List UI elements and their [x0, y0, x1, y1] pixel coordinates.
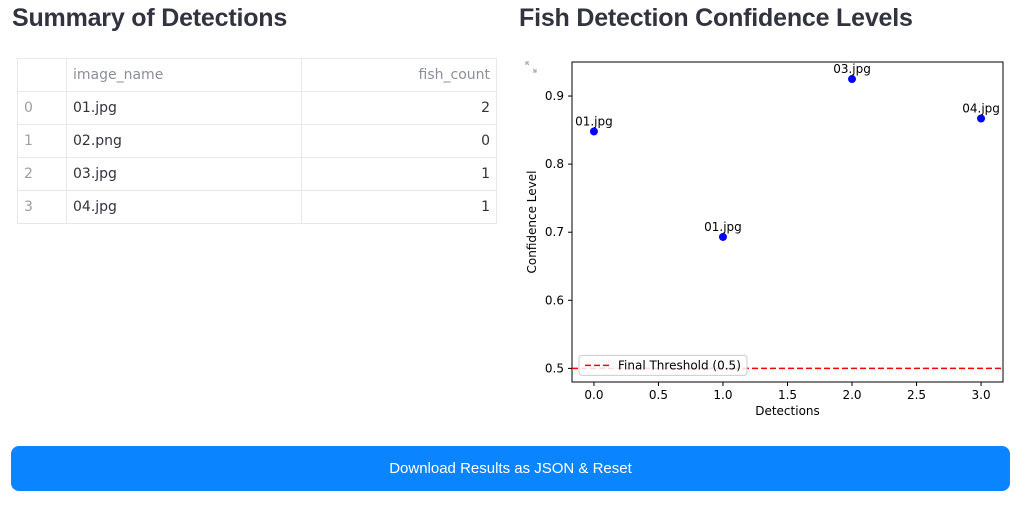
expand-icon[interactable]: [525, 61, 537, 73]
download-reset-button[interactable]: Download Results as JSON & Reset: [11, 446, 1010, 491]
cell-image-name: 03.jpg: [66, 157, 302, 191]
cell-image-name: 02.png: [66, 124, 302, 158]
cell-image-name: 04.jpg: [66, 190, 302, 224]
summary-heading: Summary of Detections: [12, 4, 288, 32]
table-row[interactable]: 1 02.png 0: [17, 124, 497, 158]
x-tick-label: 2.0: [842, 388, 861, 402]
y-tick-label: 0.6: [545, 293, 564, 307]
column-header-index[interactable]: [17, 58, 67, 92]
detections-table: image_name fish_count 0 01.jpg 2 1 02.pn…: [17, 58, 497, 224]
point-label: 01.jpg: [575, 114, 613, 128]
x-tick-label: 1.5: [778, 388, 797, 402]
table-row[interactable]: 2 03.jpg 1: [17, 157, 497, 191]
data-point: [848, 75, 857, 84]
expand-icon-svg: [525, 61, 537, 73]
data-point: [589, 127, 598, 136]
cell-fish-count: 2: [301, 91, 497, 125]
cell-image-name: 01.jpg: [66, 91, 302, 125]
axes-frame: [571, 61, 1004, 383]
table-header-row: image_name fish_count: [17, 58, 497, 92]
column-header-fish-count[interactable]: fish_count: [301, 58, 497, 92]
table-row[interactable]: 0 01.jpg 2: [17, 91, 497, 125]
point-label: 01.jpg: [704, 220, 742, 234]
y-axis-label: Confidence Level: [525, 171, 539, 274]
cell-fish-count: 1: [301, 157, 497, 191]
legend-box: [578, 354, 748, 376]
cell-fish-count: 0: [301, 124, 497, 158]
confidence-scatter-chart: 0.0 0.5 1.0 1.5 2.0 2.5 3.0 0.5 0.6 0.7 0.8 0.9 Dete…: [525, 61, 1004, 418]
x-axis-label: Detections: [755, 404, 820, 418]
x-tick-label: 1.0: [713, 388, 732, 402]
x-tick-label: 3.0: [972, 388, 991, 402]
row-index: 2: [17, 157, 67, 191]
x-tick-label: 2.5: [907, 388, 926, 402]
point-label: 04.jpg: [962, 102, 1000, 116]
chart-heading: Fish Detection Confidence Levels: [519, 4, 913, 32]
row-index: 3: [17, 190, 67, 224]
legend-label: Final Threshold (0.5): [618, 358, 741, 372]
column-header-image-name[interactable]: image_name: [66, 58, 302, 92]
y-tick-label: 0.8: [545, 157, 564, 171]
cell-fish-count: 1: [301, 190, 497, 224]
y-tick-label: 0.7: [545, 225, 564, 239]
point-label: 03.jpg: [833, 62, 871, 76]
data-point: [977, 114, 986, 123]
table-row[interactable]: 3 04.jpg 1: [17, 190, 497, 224]
row-index: 0: [17, 91, 67, 125]
y-tick-label: 0.5: [545, 361, 564, 375]
row-index: 1: [17, 124, 67, 158]
x-tick-label: 0.5: [649, 388, 668, 402]
data-point: [718, 232, 727, 241]
y-tick-label: 0.9: [545, 89, 564, 103]
x-tick-label: 0.0: [584, 388, 603, 402]
